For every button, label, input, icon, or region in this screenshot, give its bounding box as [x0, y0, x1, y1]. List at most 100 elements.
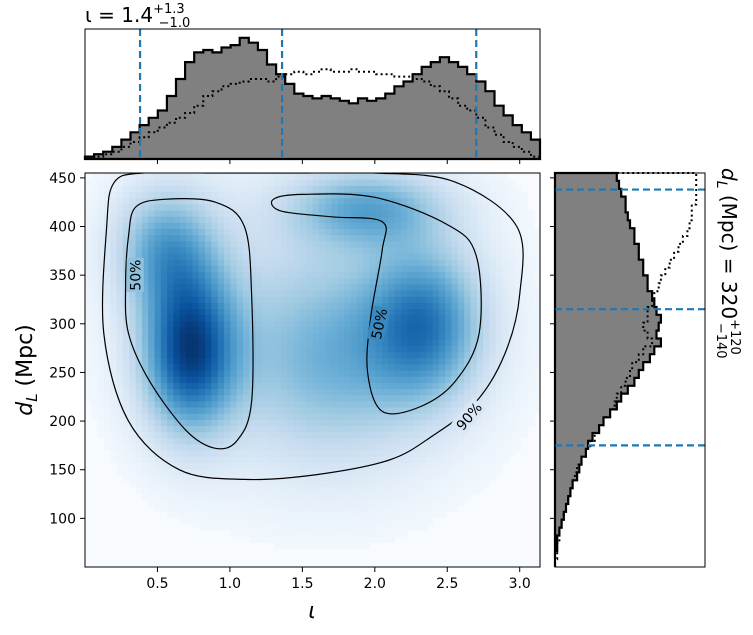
density-cell [255, 425, 263, 433]
density-cell [337, 333, 345, 340]
density-cell [91, 370, 99, 377]
x-tick-label: 0.5 [146, 576, 168, 592]
density-cell [198, 339, 206, 346]
density-cell [350, 246, 358, 254]
density-cell [287, 505, 295, 513]
density-cell [268, 302, 276, 310]
density-cell [514, 265, 522, 273]
density-cell [103, 240, 111, 248]
density-cell [91, 253, 99, 260]
density-cell [495, 320, 503, 328]
density-cell [413, 308, 421, 316]
density-cell [337, 505, 345, 513]
density-cell [457, 333, 465, 340]
density-cell [318, 394, 326, 402]
density-cell [192, 308, 200, 316]
density-cell [141, 474, 149, 482]
density-cell [464, 450, 472, 457]
density-cell [400, 253, 408, 260]
density-cell [205, 289, 212, 297]
density-cell [179, 376, 187, 383]
density-cell [451, 505, 459, 513]
density-cell [249, 419, 257, 427]
density-cell [407, 394, 415, 402]
density-cell [217, 271, 225, 279]
density-cell [167, 320, 175, 328]
density-cell [268, 253, 276, 260]
density-cell [369, 197, 377, 205]
density-cell [325, 197, 333, 205]
density-cell [356, 277, 364, 285]
density-cell [160, 296, 168, 303]
density-cell [331, 382, 339, 390]
density-cell [502, 431, 510, 439]
density-cell [205, 259, 212, 266]
density-cell [217, 209, 225, 217]
density-cell [116, 234, 124, 242]
density-cell [457, 265, 465, 273]
density-cell [325, 228, 333, 236]
density-cell [192, 388, 200, 396]
density-cell [205, 265, 212, 273]
density-cell [110, 308, 118, 316]
density-cell [293, 351, 301, 359]
density-cell [400, 339, 408, 346]
density-cell [337, 326, 345, 334]
density-cell [274, 283, 282, 291]
density-cell [388, 437, 396, 445]
density-cell [356, 536, 364, 543]
density-cell [186, 511, 194, 519]
density-cell [236, 437, 244, 445]
density-cell [249, 517, 257, 525]
density-cell [293, 505, 301, 513]
density-cell [91, 302, 99, 310]
density-cell [135, 320, 143, 328]
density-cell [141, 406, 149, 414]
density-cell [280, 493, 288, 500]
density-cell [394, 468, 402, 476]
density-cell [344, 308, 352, 316]
density-cell [331, 425, 339, 433]
density-cell [325, 271, 333, 279]
density-cell [464, 339, 472, 346]
density-cell [521, 413, 528, 420]
density-cell [394, 289, 402, 297]
density-cell [116, 382, 124, 390]
density-cell [344, 271, 352, 279]
density-cell [255, 351, 263, 359]
density-cell [363, 394, 370, 402]
density-cell [375, 530, 383, 537]
density-cell [451, 191, 459, 199]
density-cell [179, 462, 187, 470]
density-cell [331, 179, 339, 186]
density-cell [167, 326, 175, 334]
density-cell [148, 370, 156, 377]
density-cell [217, 216, 225, 223]
density-cell [129, 431, 137, 439]
density-cell [198, 314, 206, 322]
density-cell [521, 425, 528, 433]
density-cell [419, 308, 427, 316]
density-cell [312, 333, 320, 340]
density-cell [407, 505, 415, 513]
density-cell [110, 437, 118, 445]
density-cell [268, 296, 276, 303]
density-cell [350, 425, 358, 433]
density-cell [299, 486, 307, 494]
density-cell [495, 357, 503, 365]
density-cell [160, 179, 168, 186]
density-cell [167, 283, 175, 291]
density-cell [407, 296, 415, 303]
density-cell [356, 499, 364, 507]
density-cell [508, 265, 516, 273]
density-cell [261, 222, 269, 230]
density-cell [470, 240, 478, 248]
density-cell [426, 511, 434, 519]
density-cell [236, 339, 244, 346]
density-cell [476, 246, 484, 254]
density-cell [407, 351, 415, 359]
density-cell [388, 536, 396, 543]
density-cell [457, 289, 465, 297]
density-cell [325, 511, 333, 519]
density-cell [394, 376, 402, 383]
